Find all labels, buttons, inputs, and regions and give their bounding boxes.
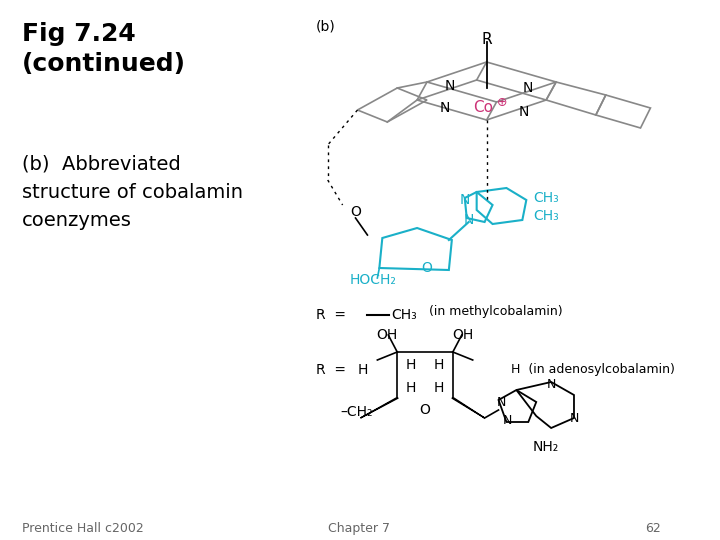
Text: O: O (420, 403, 431, 417)
Text: N: N (464, 213, 474, 227)
Text: –CH₂: –CH₂ (341, 405, 373, 419)
Text: (b): (b) (316, 20, 336, 34)
Text: H: H (406, 381, 416, 395)
Text: R: R (481, 32, 492, 47)
Text: N: N (546, 377, 556, 390)
Text: N: N (518, 105, 528, 119)
Text: H: H (433, 358, 444, 372)
Text: N: N (459, 193, 470, 207)
Text: (continued): (continued) (22, 52, 186, 76)
Text: Prentice Hall c2002: Prentice Hall c2002 (22, 522, 143, 535)
Text: N: N (445, 79, 455, 93)
Text: Co: Co (474, 100, 494, 116)
Text: Chapter 7: Chapter 7 (328, 522, 390, 535)
Text: CH₃: CH₃ (391, 308, 417, 322)
Polygon shape (452, 398, 485, 418)
Text: OH: OH (377, 328, 398, 342)
Text: H  (in adenosylcobalamin): H (in adenosylcobalamin) (511, 363, 675, 376)
Text: CH₃: CH₃ (534, 191, 559, 205)
Text: N: N (503, 414, 512, 427)
Text: Fig 7.24: Fig 7.24 (22, 22, 135, 46)
Text: NH₂: NH₂ (533, 440, 559, 454)
Text: OH: OH (452, 328, 473, 342)
Text: O: O (350, 205, 361, 219)
Text: R  =: R = (316, 363, 346, 377)
Text: CH₃: CH₃ (534, 209, 559, 223)
Text: N: N (570, 411, 579, 424)
Text: ⊕: ⊕ (498, 96, 508, 109)
Text: R  =: R = (316, 308, 346, 322)
Text: N: N (497, 395, 506, 408)
Text: O: O (422, 261, 433, 275)
Text: H: H (358, 363, 368, 377)
Text: N: N (523, 81, 534, 95)
Text: 62: 62 (646, 522, 661, 535)
Text: H: H (433, 381, 444, 395)
Text: HOCH₂: HOCH₂ (349, 273, 397, 287)
Text: (in methylcobalamin): (in methylcobalamin) (429, 306, 562, 319)
Polygon shape (361, 398, 398, 418)
Text: N: N (440, 101, 450, 115)
Text: (b)  Abbreviated
structure of cobalamin
coenzymes: (b) Abbreviated structure of cobalamin c… (22, 155, 243, 230)
Text: H: H (406, 358, 416, 372)
